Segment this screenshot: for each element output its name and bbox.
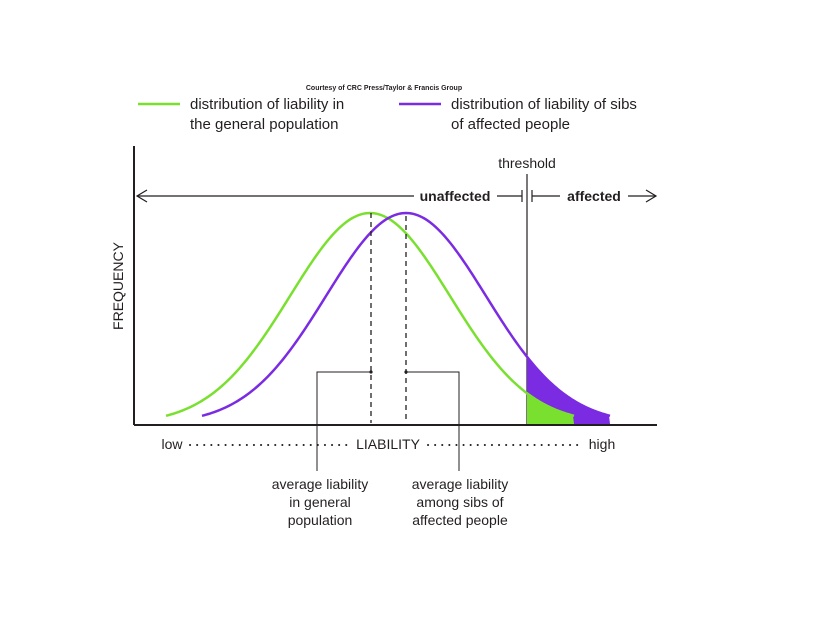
unaffected-range-arrow: unaffected [135, 188, 523, 204]
general-mean-text-3: population [288, 512, 353, 528]
sibs-mean-dot [404, 370, 408, 374]
general-mean-text-2: in general [289, 494, 351, 510]
general-mean-dot [369, 370, 373, 374]
legend-sibs-line1: distribution of liability of sibs [451, 96, 637, 113]
legend-general-line1: distribution of liability in [190, 96, 344, 113]
sibs-mean-leader [406, 371, 460, 471]
sibs-mean-text-2: among sibs of [416, 494, 503, 510]
legend-general-line2: the general population [190, 116, 338, 133]
sibs-curve [201, 211, 611, 418]
x-high-label: high [589, 436, 615, 452]
general-mean-annotation: average liability in general population [272, 476, 369, 528]
y-axis-label: FREQUENCY [110, 241, 126, 330]
general-population-curve [165, 211, 575, 418]
sibs-mean-annotation: average liability among sibs of affected… [412, 476, 509, 528]
general-mean-text-1: average liability [272, 476, 369, 492]
x-low-label: low [161, 436, 183, 452]
threshold-label: threshold [498, 155, 556, 171]
affected-range-arrow: affected [531, 188, 658, 204]
sibs-mean-text-3: affected people [412, 512, 508, 528]
general-mean-leader [316, 371, 371, 471]
x-axis-label: LIABILITY [356, 436, 420, 452]
sibs-mean-text-1: average liability [412, 476, 509, 492]
legend-sibs-line2: of affected people [451, 116, 570, 133]
unaffected-label: unaffected [420, 188, 491, 204]
legend: distribution of liability in the general… [138, 96, 637, 133]
affected-label: affected [567, 188, 621, 204]
credit-text: Courtesy of CRC Press/Taylor & Francis G… [306, 85, 462, 92]
